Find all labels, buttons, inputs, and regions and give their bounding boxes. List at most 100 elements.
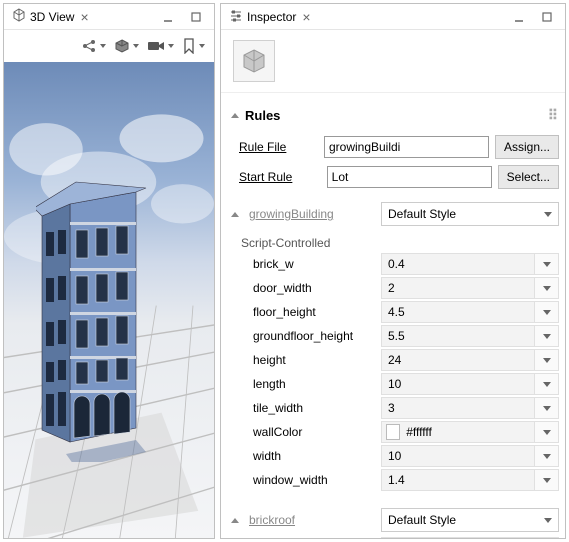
param-label: window_width (229, 473, 381, 487)
inspector-body: Rules ⠿ Rule File Assign... Start Rule S… (221, 93, 565, 538)
chevron-down-icon (543, 478, 551, 483)
viewport-3d[interactable] (4, 62, 214, 538)
param-input[interactable] (386, 304, 530, 320)
object-type-icon (233, 40, 275, 82)
style-selector[interactable]: Default Style (381, 202, 559, 226)
chevron-down-icon (543, 406, 551, 411)
start-rule-input[interactable] (327, 166, 492, 188)
chevron-up-icon (231, 113, 239, 118)
param-row-length: length (229, 372, 563, 396)
param-value[interactable] (381, 537, 535, 538)
assign-button[interactable]: Assign... (495, 135, 559, 159)
camera-tool[interactable] (144, 37, 177, 55)
param-value[interactable] (381, 277, 535, 299)
cube-icon (12, 8, 26, 25)
titlebar-inspector: Inspector × (221, 4, 565, 30)
param-row-door_width: door_width (229, 276, 563, 300)
chevron-down-icon (543, 382, 551, 387)
grip-icon[interactable]: ⠿ (548, 107, 557, 124)
param-value[interactable] (381, 325, 535, 347)
param-input[interactable] (386, 448, 530, 464)
toolbar-3d-view (4, 30, 214, 62)
close-icon[interactable]: × (302, 9, 310, 25)
param-value[interactable] (381, 445, 535, 467)
group-name[interactable]: growingBuilding (249, 207, 377, 221)
param-menu-button[interactable] (535, 301, 559, 323)
chevron-down-icon (543, 262, 551, 267)
param-label: height (229, 353, 381, 367)
param-row-window_width: window_width (229, 468, 563, 492)
param-value[interactable] (381, 397, 535, 419)
param-value[interactable] (381, 349, 535, 371)
param-row-brick_w: brick_w (229, 252, 563, 276)
close-icon[interactable]: × (80, 9, 88, 25)
param-input[interactable] (386, 400, 530, 416)
rule-file-label[interactable]: Rule File (239, 140, 324, 154)
param-value[interactable] (381, 301, 535, 323)
color-swatch[interactable] (386, 424, 400, 440)
chevron-down-icon (544, 212, 552, 217)
row-start-rule: Start Rule Select... (229, 162, 563, 192)
param-value[interactable] (381, 421, 535, 443)
param-input[interactable] (386, 472, 530, 488)
param-input[interactable] (386, 376, 530, 392)
maximize-button[interactable] (182, 7, 210, 27)
param-input[interactable] (386, 352, 530, 368)
param-menu-button[interactable] (535, 373, 559, 395)
param-label: tile_width (229, 401, 381, 415)
param-value[interactable] (381, 469, 535, 491)
tab-3d-view[interactable]: 3D View × (8, 6, 93, 27)
subsection-growingbuilding: growingBuilding Default Style (229, 192, 563, 230)
row-rule-file: Rule File Assign... (229, 132, 563, 162)
chevron-down-icon (544, 518, 552, 523)
chevron-down-icon (543, 430, 551, 435)
param-row-groundfloor_height: groundfloor_height (229, 324, 563, 348)
share-tool[interactable] (78, 36, 109, 56)
start-rule-label[interactable]: Start Rule (239, 170, 327, 184)
tab-label: 3D View (30, 10, 74, 24)
style-label: Default Style (388, 513, 456, 527)
param-value[interactable] (381, 253, 535, 275)
param-menu-button[interactable] (535, 537, 559, 538)
panel-3d-view: 3D View × (3, 3, 215, 539)
rule-file-input[interactable] (324, 136, 489, 158)
param-menu-button[interactable] (535, 277, 559, 299)
chevron-down-icon (543, 358, 551, 363)
select-button[interactable]: Select... (498, 165, 559, 189)
tab-inspector[interactable]: Inspector × (225, 6, 315, 27)
param-menu-button[interactable] (535, 253, 559, 275)
tab-label: Inspector (247, 10, 296, 24)
param-label: floor_height (229, 305, 381, 319)
param-menu-button[interactable] (535, 445, 559, 467)
chevron-up-icon[interactable] (231, 212, 239, 217)
bookmark-tool[interactable] (179, 36, 208, 56)
param-label: length (229, 377, 381, 391)
param-label: brick_w (229, 257, 381, 271)
param-menu-button[interactable] (535, 325, 559, 347)
param-input[interactable] (404, 424, 530, 440)
param-input[interactable] (386, 280, 530, 296)
section-rules[interactable]: Rules ⠿ (229, 97, 563, 132)
maximize-button[interactable] (533, 7, 561, 27)
param-value[interactable] (381, 373, 535, 395)
param-row-floor_height: floor_height (229, 300, 563, 324)
minimize-button[interactable] (154, 7, 182, 27)
minimize-button[interactable] (505, 7, 533, 27)
chevron-up-icon[interactable] (231, 518, 239, 523)
style-selector[interactable]: Default Style (381, 508, 559, 532)
chevron-down-icon (543, 286, 551, 291)
param-input[interactable] (386, 256, 530, 272)
param-row-tile_width: tile_width (229, 396, 563, 420)
param-menu-button[interactable] (535, 421, 559, 443)
param-row-wallColor: wallColor (229, 420, 563, 444)
sliders-icon (229, 8, 243, 25)
param-menu-button[interactable] (535, 349, 559, 371)
param-row-brick_w: brick_w (229, 536, 563, 538)
render-tool[interactable] (111, 36, 142, 56)
param-menu-button[interactable] (535, 397, 559, 419)
chevron-down-icon (543, 310, 551, 315)
param-menu-button[interactable] (535, 469, 559, 491)
group-name[interactable]: brickroof (249, 513, 377, 527)
param-row-height: height (229, 348, 563, 372)
param-input[interactable] (386, 328, 530, 344)
